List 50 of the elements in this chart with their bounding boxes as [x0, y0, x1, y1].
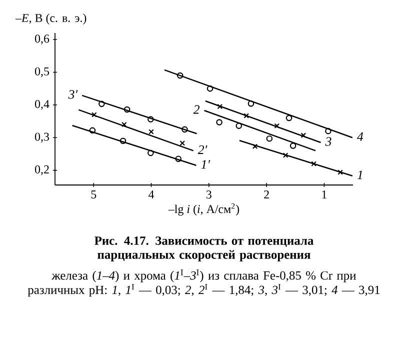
point: [148, 150, 154, 156]
x-axis-title: –lg i (i, А/см$^{2}$): [168, 203, 240, 216]
point: [266, 135, 273, 142]
point: [290, 142, 296, 149]
series-label: 1: [357, 170, 362, 180]
point: [124, 106, 130, 113]
y-tick-label: 0,3: [34, 132, 50, 142]
x-tick-label: 2: [264, 190, 269, 198]
point: [120, 138, 126, 144]
x-tick-label: 3: [206, 190, 212, 199]
point: [236, 122, 242, 129]
x-tick-label: 4: [148, 190, 154, 198]
point: [286, 114, 292, 122]
point: [244, 113, 250, 118]
point: [92, 112, 97, 118]
point: [148, 116, 154, 122]
series-label: 2: [193, 105, 200, 114]
point: [175, 156, 182, 162]
y-tick-label: 0,5: [34, 67, 50, 78]
series-label: 3: [325, 137, 332, 146]
point: [252, 144, 258, 150]
point: [282, 152, 288, 158]
point: [98, 100, 105, 108]
y-tick-label: 0,2: [34, 165, 49, 176]
x-tick-label: 1: [322, 190, 326, 198]
series-label: 2′: [198, 145, 208, 154]
point: [89, 127, 96, 134]
y-tick-label: 0,6: [34, 34, 50, 44]
series-label: 3′: [68, 90, 78, 99]
series-label: 4: [356, 132, 364, 141]
text: Рис. 4.17. Зависимость от потенциала парциальных скоростей растворения: [94, 236, 314, 262]
point: [216, 119, 222, 126]
text: железа (1–4) и хрома (1$^{I}$–3$^{I}$) из сплава Fe-0,85 % Cr при различных pH: 1, 1$^{I}$ — 0,03; 2, 2$^{I}$ — 1,84; 3, 3$^{I}$ — 3,01; 4 — 3,91: [28, 270, 380, 297]
point: [148, 129, 154, 134]
series-label: 1′: [201, 160, 210, 169]
point: [217, 104, 223, 110]
point: [248, 100, 254, 107]
point: [180, 140, 186, 146]
point: [182, 126, 188, 133]
point: [325, 128, 332, 134]
point: [176, 72, 184, 79]
x-tick-label: 5: [91, 190, 96, 198]
y-tick-label: 0,4: [34, 100, 50, 110]
point: [122, 122, 127, 128]
point: [206, 85, 214, 92]
point: [300, 132, 306, 138]
point: [311, 161, 316, 166]
point: [338, 170, 343, 175]
point: [274, 123, 280, 128]
y-axis-title: –E, В (с. в. э.): [15, 14, 86, 24]
